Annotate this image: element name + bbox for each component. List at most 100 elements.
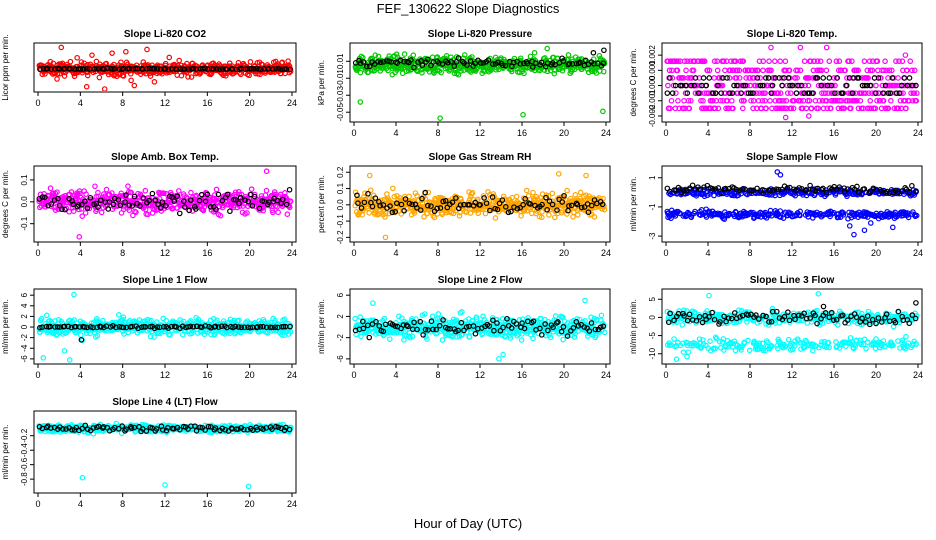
outlier-point xyxy=(797,44,804,51)
data-point xyxy=(739,105,746,112)
panel-title: Slope Li-820 CO2 xyxy=(124,29,207,40)
outlier-point xyxy=(867,220,874,226)
data-point xyxy=(94,332,101,339)
x-tick-label: 4 xyxy=(393,248,398,258)
data-point xyxy=(48,66,55,72)
data-point xyxy=(115,196,122,203)
data-point xyxy=(81,324,88,330)
data-point xyxy=(137,203,143,209)
data-point xyxy=(811,58,817,65)
outlier-point xyxy=(58,44,65,51)
data-point xyxy=(469,189,476,196)
data-point xyxy=(453,195,459,201)
data-point xyxy=(472,60,478,67)
data-point xyxy=(67,58,74,65)
data-point xyxy=(796,185,802,191)
y-tick-label: -0.1 xyxy=(20,216,29,230)
data-point xyxy=(742,67,749,74)
data-point xyxy=(566,203,572,209)
x-tick-label: 16 xyxy=(517,248,527,258)
data-point xyxy=(142,187,149,194)
data-point xyxy=(500,62,506,69)
data-point xyxy=(694,82,700,89)
data-point xyxy=(675,97,681,104)
data-point xyxy=(689,182,696,189)
y-tick-label: -2 xyxy=(20,334,29,342)
data-point xyxy=(784,90,791,96)
data-point xyxy=(855,67,861,74)
data-point xyxy=(193,206,199,212)
data-point xyxy=(753,90,760,96)
data-point xyxy=(473,316,480,322)
data-point xyxy=(726,90,733,96)
data-point xyxy=(518,337,525,343)
data-point xyxy=(354,192,360,199)
data-point xyxy=(207,204,214,210)
panel-4: Slope Amb. Box Temp.degrees C per min.0 4… xyxy=(1,152,297,258)
data-point xyxy=(247,324,254,331)
data-point xyxy=(98,209,105,216)
data-point xyxy=(455,71,462,78)
data-point xyxy=(674,67,681,74)
data-point xyxy=(539,214,545,221)
data-point xyxy=(684,58,691,65)
data-point xyxy=(842,67,848,74)
data-point xyxy=(366,210,373,216)
data-point xyxy=(893,90,900,96)
data-point xyxy=(906,189,913,196)
data-point xyxy=(885,75,891,81)
data-point xyxy=(159,199,166,205)
data-point xyxy=(786,67,793,74)
data-point xyxy=(867,82,874,89)
data-point xyxy=(677,82,684,89)
y-tick-label: 0.01 xyxy=(336,53,345,69)
figure-title: FEF_130622 Slope Diagnostics xyxy=(376,1,560,16)
x-tick-label: 0 xyxy=(351,370,356,380)
data-point xyxy=(701,193,708,200)
x-tick-label: 24 xyxy=(601,370,611,380)
data-point xyxy=(505,209,512,216)
data-point xyxy=(546,198,553,204)
points-group xyxy=(664,169,920,238)
outlier-point xyxy=(40,355,47,361)
y-tick-label: -0.01 xyxy=(336,69,345,88)
data-point xyxy=(792,192,799,199)
data-point xyxy=(70,201,76,208)
panel-3: Slope Li-820 Temp.degrees C per min.0 4 8 1… xyxy=(629,29,923,138)
data-point xyxy=(190,65,197,72)
data-point xyxy=(839,90,846,96)
data-point xyxy=(187,323,194,330)
data-point xyxy=(152,197,159,204)
data-point xyxy=(582,57,589,64)
data-point xyxy=(896,58,902,65)
data-point xyxy=(684,90,691,96)
data-point xyxy=(279,196,286,203)
outlier-point xyxy=(555,171,562,177)
x-tick-label: 8 xyxy=(120,370,125,380)
x-tick-label: 8 xyxy=(120,248,125,258)
data-point xyxy=(600,60,607,67)
data-point xyxy=(775,90,782,96)
data-point xyxy=(762,97,768,104)
data-point xyxy=(801,90,808,96)
data-point xyxy=(566,60,573,67)
data-point xyxy=(245,198,252,205)
outlier-point xyxy=(531,49,538,56)
data-point xyxy=(907,58,914,65)
data-point xyxy=(492,215,499,221)
data-point xyxy=(494,206,501,213)
outlier-point xyxy=(151,79,158,85)
data-point xyxy=(424,336,430,342)
data-point xyxy=(673,90,679,96)
y-tick-label: 4 xyxy=(20,303,29,308)
x-tick-label: 12 xyxy=(160,98,170,108)
data-point xyxy=(101,66,107,72)
data-point xyxy=(77,332,84,338)
data-point xyxy=(236,317,242,324)
data-point xyxy=(700,97,706,104)
y-tick-label: -1 xyxy=(648,203,657,211)
data-point xyxy=(78,59,85,65)
data-point xyxy=(715,82,721,89)
data-point xyxy=(456,213,463,219)
data-point xyxy=(387,336,393,342)
